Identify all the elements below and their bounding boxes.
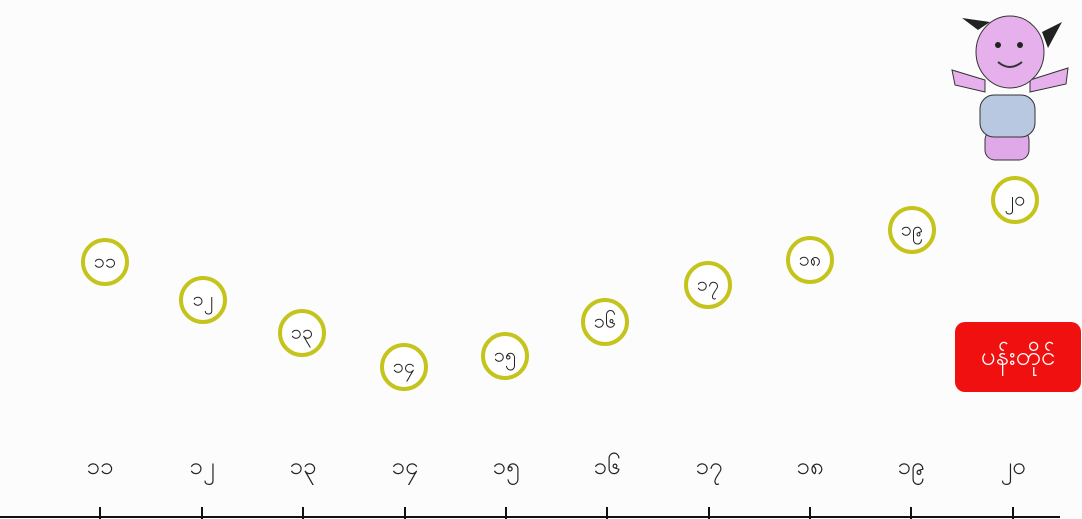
- character-eye: [995, 42, 1001, 48]
- number-bubble[interactable]: ၁၇: [684, 261, 732, 309]
- character-ear-left: [962, 18, 990, 30]
- character-eye: [1017, 42, 1023, 48]
- bubble-circle[interactable]: [786, 236, 834, 284]
- number-label: ၁၆: [594, 451, 621, 480]
- bubble-label[interactable]: ၁၃: [291, 320, 314, 348]
- number-label: ၁၇: [696, 452, 723, 485]
- character-mouth: [997, 61, 1023, 68]
- number-label: ၁၉: [898, 452, 925, 485]
- bubble-circle[interactable]: [481, 332, 529, 380]
- bubble-circle[interactable]: [888, 206, 936, 254]
- bubble-circle[interactable]: [81, 238, 129, 286]
- bubble-label[interactable]: ၁၂: [192, 287, 213, 315]
- bubble-circle[interactable]: [684, 261, 732, 309]
- number-bubble[interactable]: ၁၄: [380, 343, 428, 391]
- number-bubble[interactable]: ၁၈: [786, 236, 834, 284]
- bubble-label[interactable]: ၁၉: [901, 217, 924, 245]
- bubble-label[interactable]: ၁၈: [799, 247, 822, 271]
- goal-button-bg[interactable]: [955, 322, 1081, 392]
- bubble-circle[interactable]: [581, 298, 629, 346]
- bubble-label[interactable]: ၁၄: [393, 354, 416, 382]
- character-head: [975, 15, 1045, 89]
- number-label: ၁၂: [189, 452, 214, 485]
- number-label: ၁၁: [87, 452, 114, 480]
- bubble-label[interactable]: ၁၁: [94, 249, 117, 273]
- number-label: ၂၀: [1000, 452, 1025, 485]
- character-arm-left: [951, 69, 986, 93]
- number-bubble[interactable]: ၁၂: [179, 276, 227, 324]
- goal-button[interactable]: ပန်းတိုင်: [955, 322, 1081, 392]
- bubble-label[interactable]: ၁၆: [594, 309, 617, 333]
- bubble-circle[interactable]: [380, 343, 428, 391]
- number-bubble[interactable]: ၁၅: [481, 332, 529, 380]
- character-ear-right: [1042, 22, 1062, 48]
- number-bubble[interactable]: ၁၆: [581, 298, 629, 346]
- number-label: ၁၄: [392, 452, 419, 485]
- number-bubble[interactable]: ၁၉: [888, 206, 936, 254]
- number-label: ၁၃: [290, 452, 317, 485]
- goal-button-label[interactable]: ပန်းတိုင်: [981, 341, 1056, 377]
- number-bubble[interactable]: ၁၁: [81, 238, 129, 286]
- character-arm-right: [1029, 67, 1069, 93]
- character: [951, 15, 1069, 161]
- bubble-label[interactable]: ၁၇: [697, 272, 720, 300]
- number-bubble[interactable]: ၂၀: [991, 176, 1039, 224]
- bubble-label[interactable]: ၁၅: [494, 343, 517, 371]
- bubble-circle[interactable]: [991, 176, 1039, 224]
- bubble-label[interactable]: ၂၀: [1004, 187, 1025, 215]
- number-label: ၁၅: [493, 452, 520, 485]
- bubble-circle[interactable]: [179, 276, 227, 324]
- number-bubble[interactable]: ၁၃: [278, 309, 326, 357]
- bubble-circle[interactable]: [278, 309, 326, 357]
- number-label: ၁၈: [796, 452, 823, 480]
- character-body: [979, 94, 1036, 138]
